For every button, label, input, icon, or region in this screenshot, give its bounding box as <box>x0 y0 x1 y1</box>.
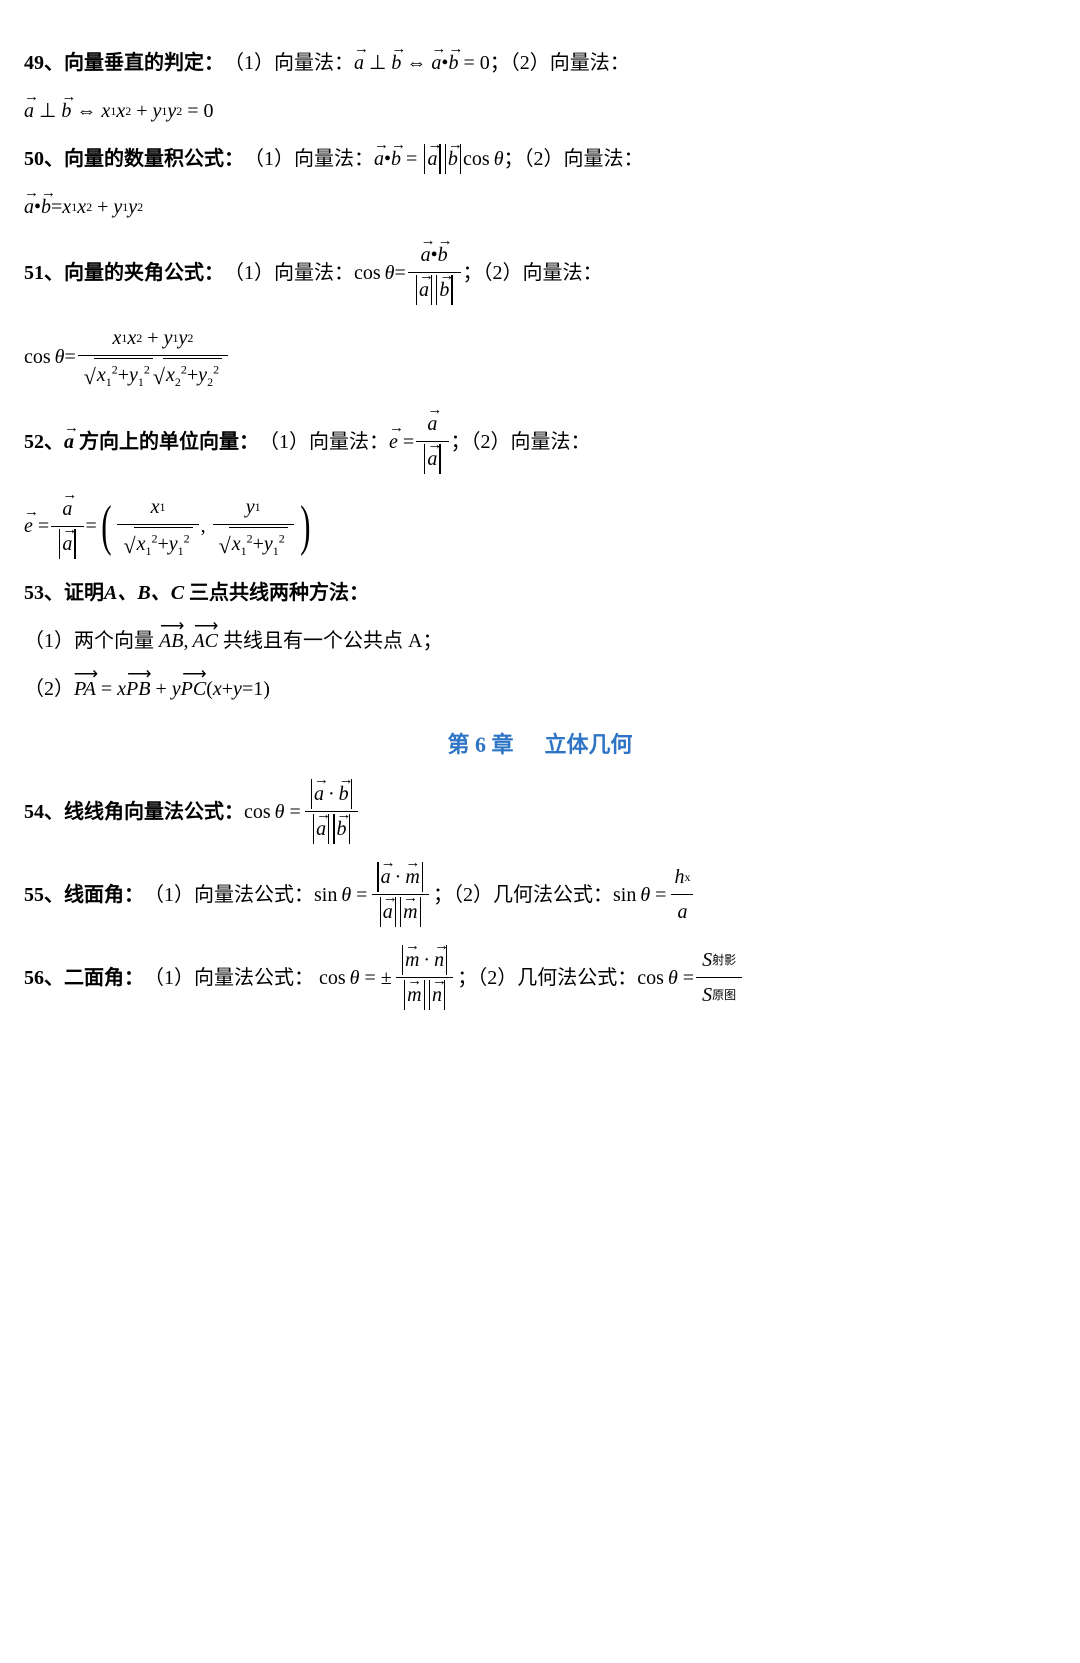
formula: cos θ = S射影 S原图 <box>637 945 744 1010</box>
item-title: 方向上的单位向量： <box>79 427 259 457</box>
chapter-title: 立体几何 <box>545 732 633 757</box>
item-51-cont: cos θ= x1x2 + y1y2 √x12+y12 √x22+y22 <box>24 323 1056 391</box>
item-title: 二面角： <box>64 963 144 993</box>
item-number: 49 <box>24 48 44 78</box>
item-number: 56 <box>24 963 44 993</box>
sub-label-b: 共线且有一个公共点 A； <box>223 626 442 656</box>
formula: a ⊥ b ⇔ a•b = 0 <box>354 48 490 78</box>
item-49-cont: a ⊥ b ⇔ x1x2 + y1y2 = 0 <box>24 96 1056 126</box>
item-title: 证明 <box>64 578 104 608</box>
item-number: 55 <box>24 880 44 910</box>
item-title-2: 三点共线两种方法： <box>189 578 369 608</box>
item-title: 线线角向量法公式： <box>64 797 244 827</box>
part-label: （1）向量法： <box>224 48 354 78</box>
formula: a•b=x1x2 + y1y2 <box>24 192 143 222</box>
formula: cos θ = ± m · n mn <box>314 945 457 1010</box>
part-label: ；（2）向量法： <box>451 427 591 457</box>
part-label: ；（2）向量法： <box>490 48 630 78</box>
formula: sin θ = a · m am <box>314 862 433 927</box>
item-52-cont: e = a a = ( x1 √x12+y12 , y1 √x12+y12 ) <box>24 492 1056 560</box>
sub-label: （2） <box>24 674 74 704</box>
part-label: ；（2）几何法公式： <box>457 963 637 993</box>
item-title: 线面角： <box>64 880 144 910</box>
part-label: （1）向量法： <box>224 258 354 288</box>
item-50: 50、 向量的数量积公式： （1）向量法： a•b = abcos θ ；（2）… <box>24 144 1056 174</box>
item-number: 53 <box>24 578 44 608</box>
item-title: 向量垂直的判定： <box>64 48 224 78</box>
formula: cos θ= a•b ab <box>354 240 463 305</box>
part-label: （1）向量法： <box>244 144 374 174</box>
chapter-heading: 第 6 章 立体几何 <box>24 728 1056 761</box>
formula: cos θ = a · b ab <box>244 779 362 844</box>
item-53: 53、 证明 A、 B、 C 三点共线两种方法： <box>24 578 1056 608</box>
part-label: ；（2）几何法公式： <box>433 880 613 910</box>
formula: cos θ= x1x2 + y1y2 √x12+y12 √x22+y22 <box>24 323 230 391</box>
chapter-prefix: 第 6 章 <box>447 732 513 757</box>
item-title: 向量的夹角公式： <box>64 258 224 288</box>
item-number: 52 <box>24 427 44 457</box>
item-number: 51 <box>24 258 44 288</box>
item-49: 49、 向量垂直的判定： （1）向量法： a ⊥ b ⇔ a•b = 0 ；（2… <box>24 48 1056 78</box>
item-53-sub2: （2） PA = xPB + yPC(x+y=1) <box>24 674 1056 704</box>
item-52: 52、 a 方向上的单位向量： （1）向量法： e = a a ；（2）向量法： <box>24 409 1056 474</box>
part-label: ；（2）向量法： <box>504 144 644 174</box>
item-51: 51、 向量的夹角公式： （1）向量法： cos θ= a•b ab ；（2）向… <box>24 240 1056 305</box>
part-label: ；（2）向量法： <box>463 258 603 288</box>
part-label: （1）向量法： <box>259 427 389 457</box>
part-label: （1）向量法公式： <box>144 880 314 910</box>
formula: a ⊥ b ⇔ x1x2 + y1y2 = 0 <box>24 96 214 126</box>
item-title: 向量的数量积公式： <box>64 144 244 174</box>
label-a: A、 <box>104 578 137 608</box>
formula: e = a a <box>389 409 451 474</box>
item-56: 56、 二面角： （1）向量法公式： cos θ = ± m · n mn ；（… <box>24 945 1056 1010</box>
formula: PA = xPB + yPC(x+y=1) <box>74 674 270 704</box>
item-53-sub1: （1）两个向量 AB, AC 共线且有一个公共点 A； <box>24 626 1056 656</box>
formula: a•b = abcos θ <box>374 144 504 174</box>
formula: e = a a = ( x1 √x12+y12 , y1 √x12+y12 ) <box>24 492 314 560</box>
item-number: 54 <box>24 797 44 827</box>
item-number: 50 <box>24 144 44 174</box>
item-54: 54、 线线角向量法公式： cos θ = a · b ab <box>24 779 1056 844</box>
formula: AB, AC <box>154 626 223 656</box>
label-yuantu: 原图 <box>712 986 736 1004</box>
item-55: 55、 线面角： （1）向量法公式： sin θ = a · m am ；（2）… <box>24 862 1056 927</box>
label-b: B、 <box>137 578 170 608</box>
label-sheying: 射影 <box>712 951 736 969</box>
sub-label: （1）两个向量 <box>24 626 154 656</box>
item-50-cont: a•b=x1x2 + y1y2 <box>24 192 1056 222</box>
formula: sin θ = hx a <box>613 862 698 927</box>
part-label: （1）向量法公式： <box>144 963 314 993</box>
label-c: C <box>171 578 184 608</box>
